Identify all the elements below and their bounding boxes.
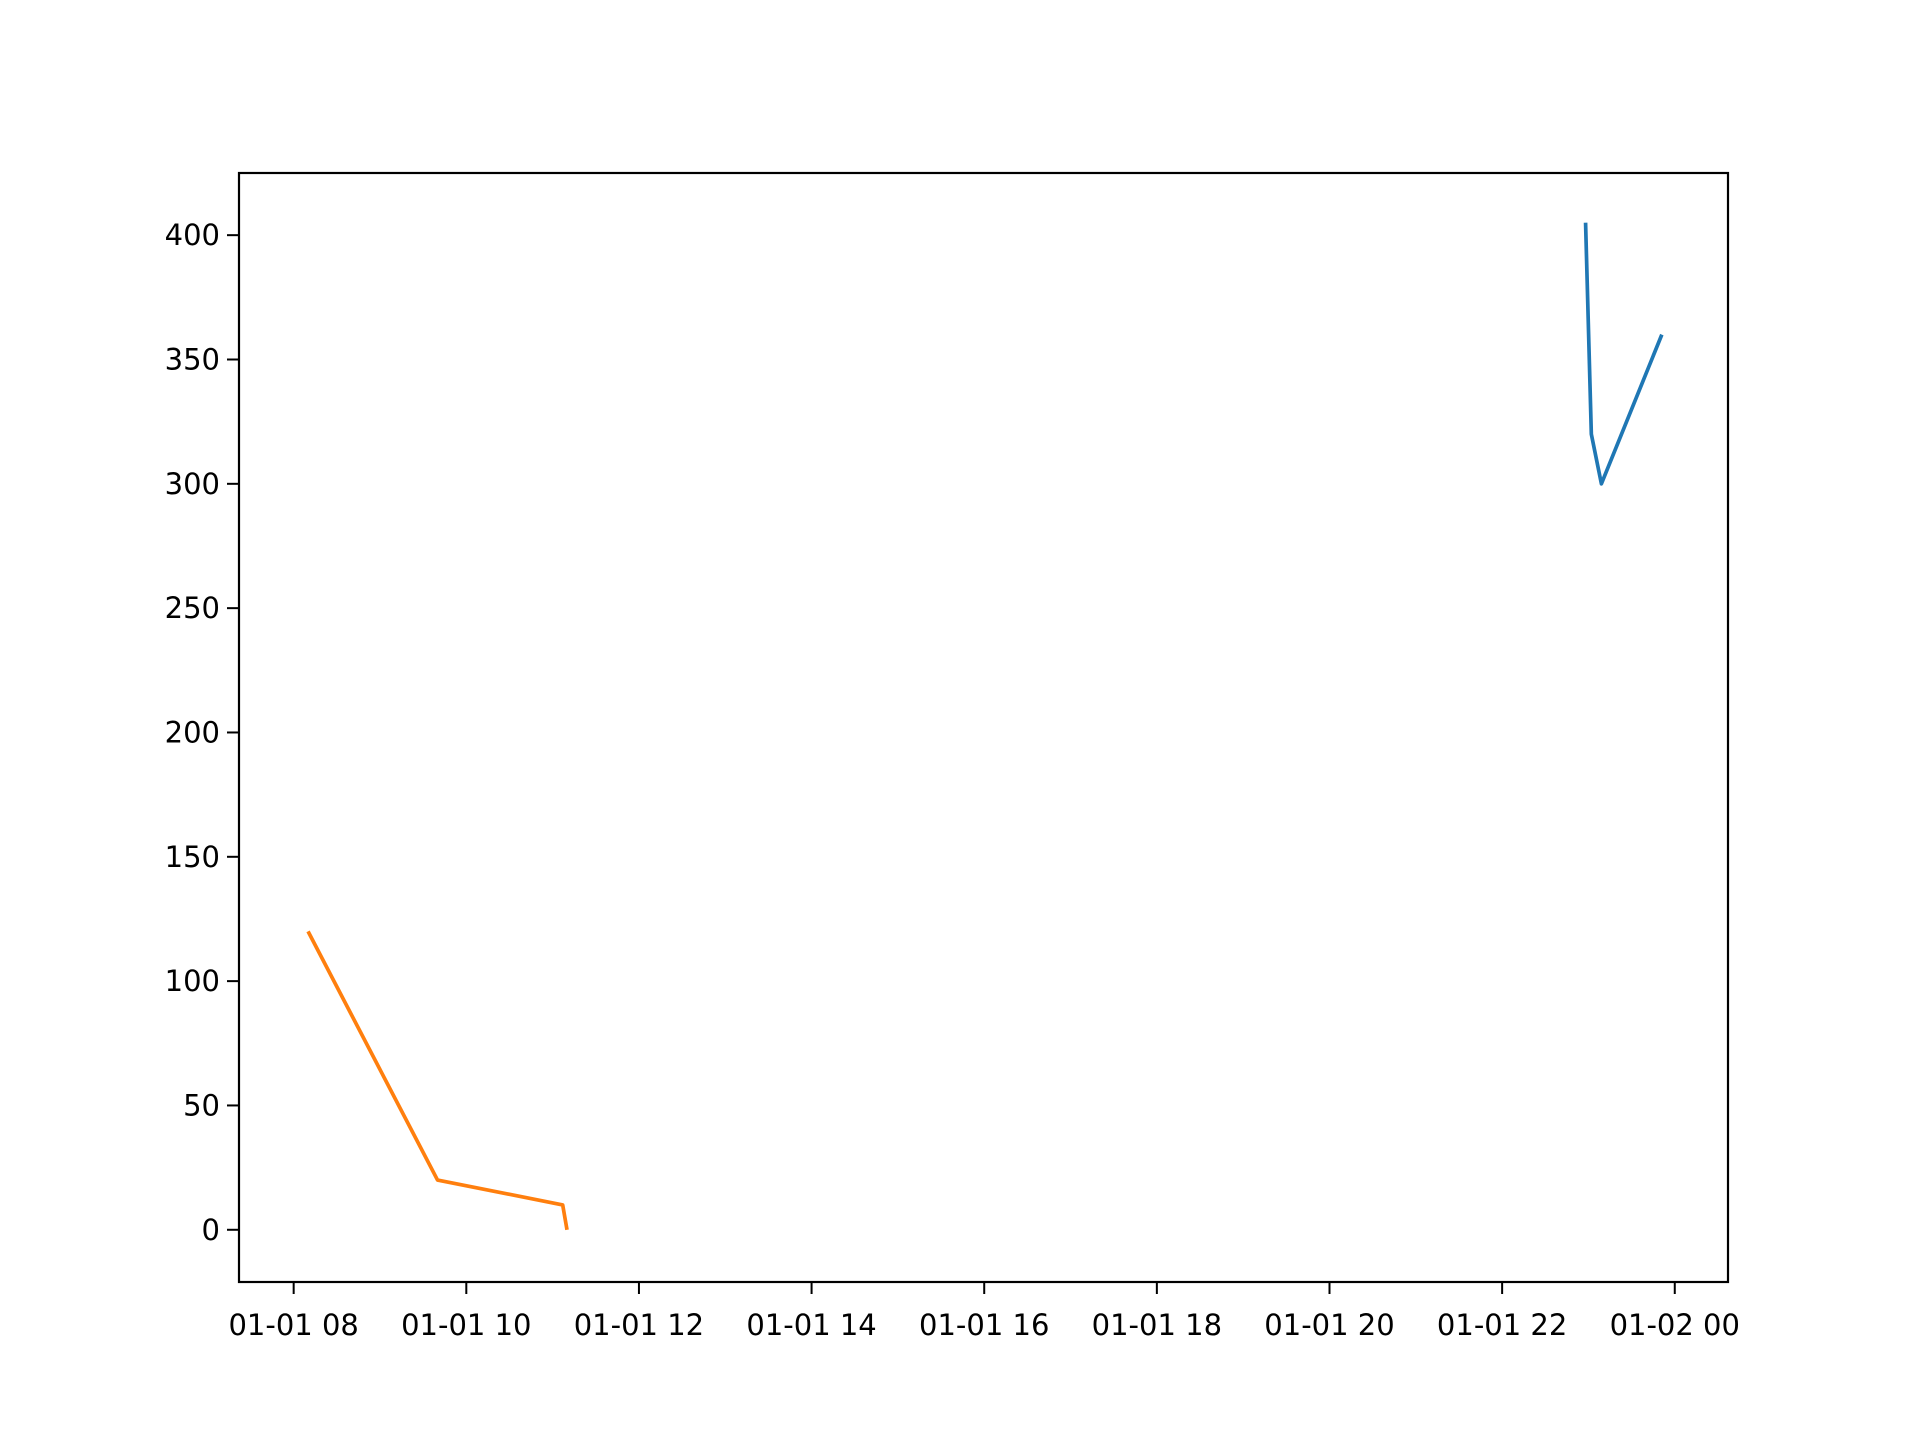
- y-axis: 0 50 100 150 200 250 300 350 400: [165, 218, 239, 1247]
- y-tick-label: 400: [165, 218, 220, 252]
- x-tick-label: 01-01 16: [919, 1308, 1049, 1342]
- x-tick-label: 01-02 00: [1610, 1308, 1740, 1342]
- y-tick-label: 350: [165, 342, 220, 376]
- x-tick-label: 01-01 20: [1264, 1308, 1394, 1342]
- x-tick-label: 01-01 10: [401, 1308, 531, 1342]
- x-tick-label: 01-01 12: [574, 1308, 704, 1342]
- series-line-0: [1583, 222, 1664, 486]
- y-tick-label: 50: [183, 1088, 220, 1122]
- series-layer: [306, 222, 1664, 1231]
- y-tick-label: 300: [165, 467, 220, 501]
- y-tick-label: 0: [202, 1213, 220, 1247]
- y-tick-label: 250: [165, 591, 220, 625]
- x-tick-label: 01-01 18: [1092, 1308, 1222, 1342]
- x-tick-label: 01-01 08: [228, 1308, 358, 1342]
- x-axis: 01-01 08 01-01 10 01-01 12 01-01 14 01-01 16…: [228, 1282, 1740, 1342]
- y-tick-label: 150: [165, 840, 220, 874]
- axes-frame: [237, 171, 1730, 1284]
- y-tick-label: 200: [165, 715, 220, 749]
- x-tick-label: 01-01 22: [1437, 1308, 1567, 1342]
- series-line-1: [306, 930, 569, 1231]
- y-tick-label: 100: [165, 964, 220, 998]
- x-tick-label: 01-01 14: [746, 1308, 876, 1342]
